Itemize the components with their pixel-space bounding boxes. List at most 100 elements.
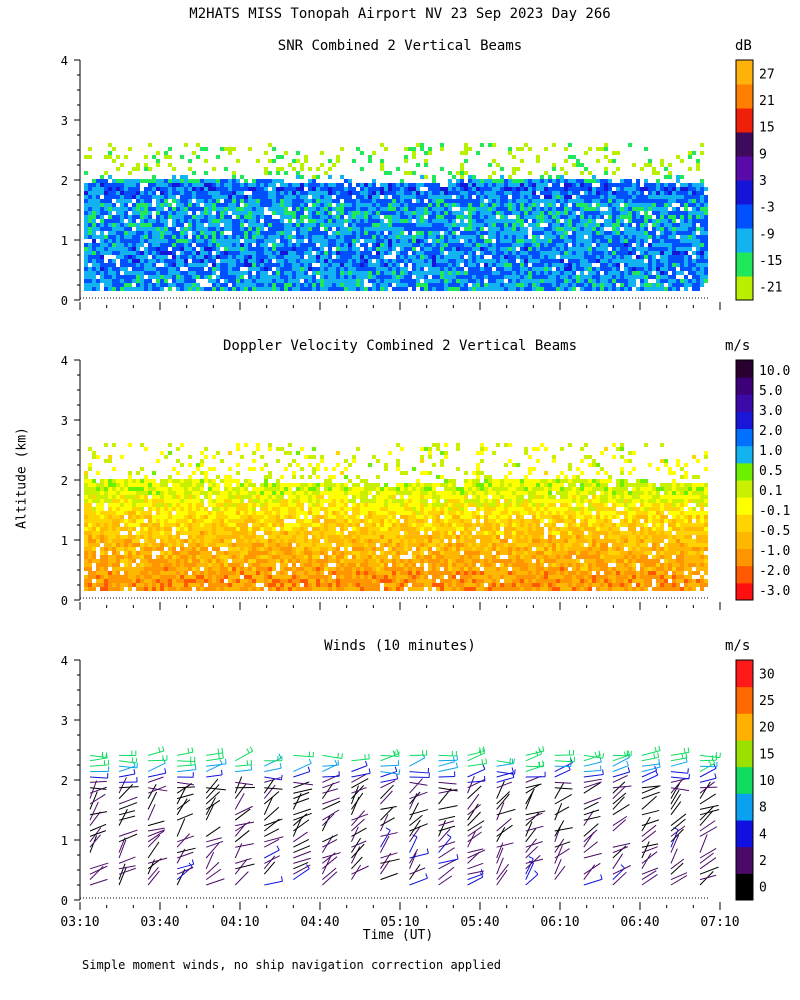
heatmap-cell <box>640 287 644 291</box>
heatmap-cell <box>96 179 100 183</box>
heatmap-cell <box>588 223 592 227</box>
heatmap-cell <box>364 255 368 259</box>
heatmap-cell <box>88 155 92 159</box>
heatmap-cell <box>484 243 488 247</box>
heatmap-cell <box>160 479 164 483</box>
heatmap-cell <box>620 283 624 287</box>
heatmap-cell <box>664 195 668 199</box>
heatmap-cell <box>440 271 444 275</box>
heatmap-cell <box>152 527 156 531</box>
heatmap-cell <box>588 187 592 191</box>
heatmap-cell <box>96 271 100 275</box>
heatmap-cell <box>260 275 264 279</box>
heatmap-cell <box>284 215 288 219</box>
heatmap-cell <box>288 219 292 223</box>
heatmap-cell <box>108 539 112 543</box>
heatmap-cell <box>472 247 476 251</box>
heatmap-cell <box>680 247 684 251</box>
heatmap-cell <box>604 155 608 159</box>
heatmap-cell <box>192 151 196 155</box>
heatmap-cell <box>360 151 364 155</box>
heatmap-cell <box>668 199 672 203</box>
heatmap-cell <box>152 515 156 519</box>
heatmap-cell <box>400 267 404 271</box>
heatmap-cell <box>252 187 256 191</box>
heatmap-cell <box>196 195 200 199</box>
heatmap-cell <box>536 275 540 279</box>
heatmap-cell <box>556 179 560 183</box>
heatmap-cell <box>296 207 300 211</box>
heatmap-cell <box>160 495 164 499</box>
heatmap-cell <box>424 251 428 255</box>
heatmap-cell <box>156 207 160 211</box>
heatmap-cell <box>676 175 680 179</box>
heatmap-cell <box>120 251 124 255</box>
heatmap-cell <box>472 231 476 235</box>
heatmap-cell <box>676 239 680 243</box>
heatmap-cell <box>268 195 272 199</box>
heatmap-cell <box>216 287 220 291</box>
heatmap-cell <box>148 239 152 243</box>
heatmap-cell <box>216 247 220 251</box>
heatmap-cell <box>380 287 384 291</box>
heatmap-cell <box>692 239 696 243</box>
heatmap-cell <box>512 247 516 251</box>
heatmap-cell <box>232 271 236 275</box>
heatmap-cell <box>532 287 536 291</box>
heatmap-cell <box>192 191 196 195</box>
heatmap-cell <box>416 143 420 147</box>
heatmap-cell <box>596 247 600 251</box>
heatmap-cell <box>188 511 192 515</box>
heatmap-cell <box>420 235 424 239</box>
heatmap-cell <box>132 255 136 259</box>
heatmap-cell <box>356 263 360 267</box>
heatmap-cell <box>116 531 120 535</box>
heatmap-cell <box>288 235 292 239</box>
heatmap-cell <box>368 207 372 211</box>
heatmap-cell <box>184 231 188 235</box>
heatmap-cell <box>248 187 252 191</box>
heatmap-cell <box>268 239 272 243</box>
heatmap-cell <box>660 271 664 275</box>
heatmap-cell <box>92 219 96 223</box>
heatmap-cell <box>88 531 92 535</box>
heatmap-cell <box>256 215 260 219</box>
heatmap-cell <box>300 219 304 223</box>
heatmap-cell <box>216 203 220 207</box>
heatmap-cell <box>256 223 260 227</box>
heatmap-cell <box>144 259 148 263</box>
heatmap-cell <box>88 511 92 515</box>
heatmap-cell <box>624 267 628 271</box>
heatmap-cell <box>696 163 700 167</box>
heatmap-cell <box>500 227 504 231</box>
heatmap-cell <box>124 211 128 215</box>
heatmap-cell <box>156 515 160 519</box>
heatmap-cell <box>92 559 96 563</box>
heatmap-cell <box>624 251 628 255</box>
heatmap-cell <box>544 279 548 283</box>
heatmap-cell <box>420 255 424 259</box>
heatmap-cell <box>184 515 188 519</box>
heatmap-cell <box>652 239 656 243</box>
heatmap-cell <box>156 495 160 499</box>
heatmap-cell <box>536 207 540 211</box>
heatmap-cell <box>108 259 112 263</box>
heatmap-cell <box>292 259 296 263</box>
heatmap-cell <box>672 263 676 267</box>
heatmap-cell <box>176 191 180 195</box>
heatmap-cell <box>164 191 168 195</box>
heatmap-cell <box>224 251 228 255</box>
heatmap-cell <box>164 499 168 503</box>
heatmap-cell <box>608 243 612 247</box>
heatmap-cell <box>124 223 128 227</box>
heatmap-cell <box>188 575 192 579</box>
heatmap-cell <box>492 259 496 263</box>
heatmap-cell <box>100 523 104 527</box>
heatmap-cell <box>620 279 624 283</box>
heatmap-cell <box>612 271 616 275</box>
heatmap-cell <box>636 211 640 215</box>
heatmap-cell <box>160 567 164 571</box>
heatmap-cell <box>124 239 128 243</box>
heatmap-cell <box>292 235 296 239</box>
heatmap-cell <box>572 267 576 271</box>
